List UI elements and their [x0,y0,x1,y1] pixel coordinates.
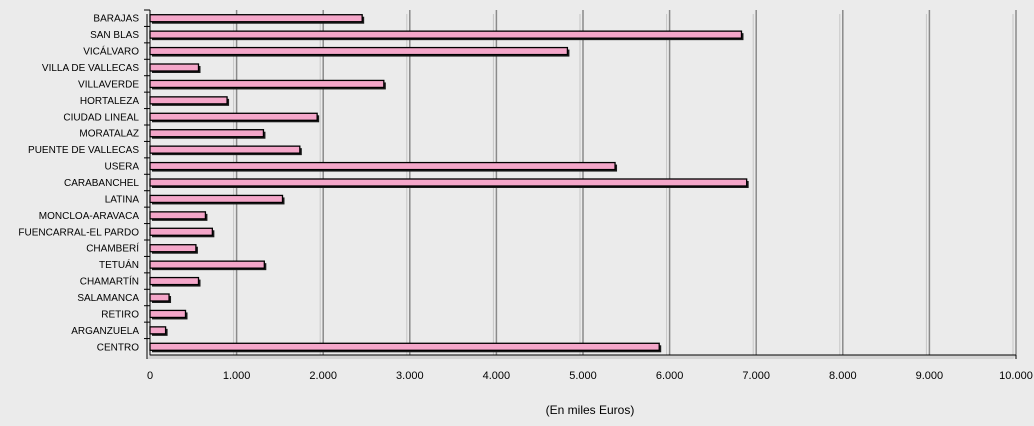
category-label: USERA [105,162,140,173]
category-label: SAN BLAS [90,30,139,41]
bar [149,161,616,171]
bar [149,342,660,351]
bar [149,79,385,89]
category-label: LATINA [105,194,140,205]
floor [147,355,1016,359]
bar [149,194,284,204]
bar [149,129,265,138]
bar [149,96,228,105]
labels: 0 1.000 2.000 3.000 4.000 5.000 6.000 7.000 8.00… [18,14,1032,382]
category-label: HORTALEZA [80,96,139,107]
category-label: CENTRO [97,342,139,353]
bar [149,63,200,72]
category-label: RETIRO [101,309,139,320]
x-tick-label: 5.000 [569,370,597,382]
x-tick-label: 8.000 [829,370,857,382]
category-label: TETUÁN [99,258,139,271]
x-tick-label: 7.000 [742,370,770,382]
bar [149,293,170,302]
bar [149,211,207,220]
category-label: SALAMANCA [77,293,139,304]
bar [149,260,265,269]
bar [149,309,187,319]
bar [149,145,301,154]
bar [149,276,200,286]
x-tick-label: 0 [147,370,153,382]
x-tick-label: 10.000 [999,370,1033,382]
axes [144,9,1017,359]
bar [149,227,214,236]
category-label: CARABANCHEL [64,178,139,189]
category-label: MONCLOA-ARAVACA [39,211,140,222]
category-label: VILLAVERDE [78,79,139,90]
x-tick-label: 9.000 [916,370,944,382]
bar [149,326,167,335]
category-label: CHAMARTÍN [80,275,139,288]
bars [149,14,749,353]
category-label: BARAJAS [93,14,139,25]
x-tick-label: 6.000 [656,370,684,382]
category-label: ARGANZUELA [71,326,139,337]
x-tick-label: 1.000 [223,370,251,382]
bar [149,112,318,121]
x-tick-label: 4.000 [483,370,511,382]
category-label: VICÁLVARO [83,45,139,58]
category-label: VILLA DE VALLECAS [42,63,139,74]
x-axis-title: (En miles Euros) [546,403,635,417]
bar [149,244,197,253]
category-label: CHAMBERÍ [86,242,139,255]
x-tick-label: 2.000 [309,370,337,382]
bar [149,178,748,187]
x-tick-label: 3.000 [396,370,424,382]
gridlines [233,10,1017,359]
category-label: FUENCARRAL-EL PARDO [18,227,139,238]
bar [149,14,363,23]
category-label: PUENTE DE VALLECAS [28,145,139,156]
bar [149,46,569,56]
category-label: CIUDAD LINEAL [63,112,139,123]
bar [149,30,743,39]
category-label: MORATALAZ [79,129,139,140]
